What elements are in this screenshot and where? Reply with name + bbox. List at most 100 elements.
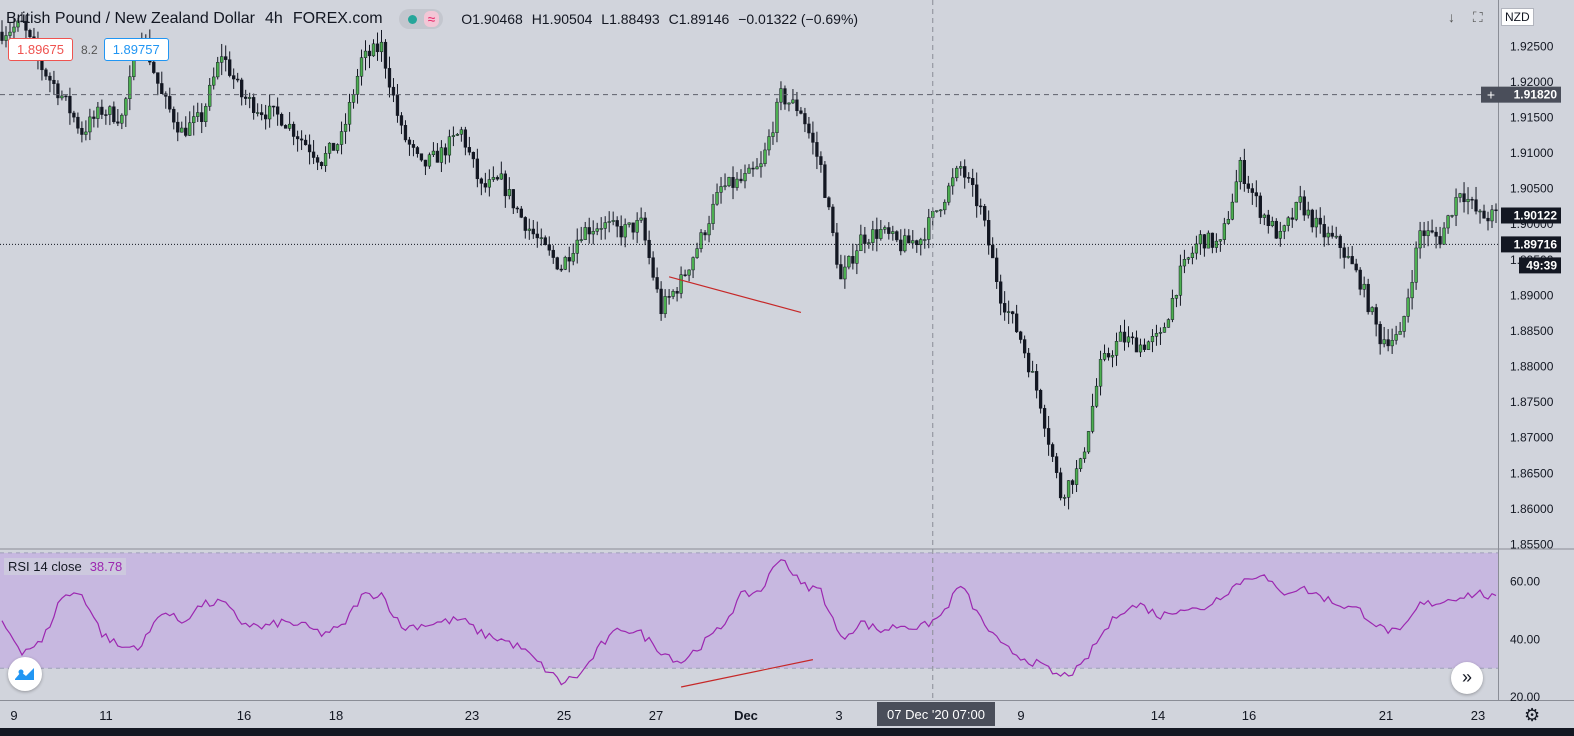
candle-body (128, 76, 132, 100)
candle-body (1426, 230, 1430, 237)
candle-body (567, 257, 571, 262)
candle-body (1242, 160, 1246, 184)
bid-price-label-bg (1501, 236, 1561, 253)
candle-body (539, 237, 543, 239)
tradingview-logo[interactable] (8, 657, 42, 691)
candle-body (591, 231, 595, 235)
candle-body (1386, 339, 1390, 347)
price-tick-label: 1.87000 (1510, 431, 1554, 445)
candle-body (1106, 353, 1111, 358)
candle-body (1446, 215, 1450, 229)
candle-body (991, 244, 995, 259)
candle-body (855, 250, 859, 264)
candle-body (699, 232, 703, 249)
countdown-bg (1519, 257, 1561, 274)
chart-header: British Pound / New Zealand Dollar 4h FO… (0, 8, 863, 30)
time-tick-label: 25 (557, 708, 571, 723)
candle-body (112, 106, 116, 123)
candle-body (1430, 230, 1434, 233)
candle-body (515, 207, 519, 210)
candle-body (267, 105, 272, 120)
candle-body (156, 72, 160, 84)
candle-body (1406, 297, 1410, 317)
symbol-title[interactable]: British Pound / New Zealand Dollar (6, 10, 256, 27)
candle-body (903, 235, 907, 252)
candle-body (216, 62, 220, 78)
settings-icon[interactable]: ⚙ (1524, 705, 1541, 725)
candle-body (1170, 298, 1175, 320)
currency-label[interactable]: NZD (1501, 8, 1534, 26)
candle-body (1286, 217, 1290, 226)
candle-body (1234, 181, 1238, 203)
candle-body (1130, 336, 1135, 339)
sell-button[interactable]: 1.89675 (8, 38, 73, 61)
candle-body (843, 266, 847, 280)
candle-body (599, 228, 603, 230)
candle-body (467, 147, 472, 153)
candle-body (1122, 331, 1127, 343)
screenshot-icon[interactable]: ⛶ (1472, 9, 1483, 25)
candle-body (1450, 215, 1454, 217)
time-tick-label: 23 (1471, 708, 1485, 723)
candle-body (759, 163, 763, 168)
price-tick-label: 1.91500 (1510, 110, 1554, 124)
buy-button[interactable]: 1.89757 (103, 38, 169, 61)
candle-body (523, 217, 527, 231)
candle-body (279, 114, 284, 126)
candle-body (104, 114, 108, 116)
candle-body (959, 166, 963, 169)
candle-body (0, 31, 4, 41)
candle-body (192, 116, 196, 124)
candle-body (295, 136, 300, 140)
candle-body (547, 244, 551, 251)
candle-body (839, 264, 843, 280)
price-tick-label: 1.89000 (1510, 288, 1554, 302)
candle-body (679, 274, 683, 294)
time-axis: 9 11 16 18 23 25 27 Dec 3 9 14 16 21 23 07 Dec '20 07:… (10, 702, 1485, 726)
candle-body (703, 232, 707, 236)
rsi-legend[interactable]: RSI 14 close 38.78 (4, 558, 127, 575)
candle-body (667, 296, 671, 298)
crosshair-price-label-bg (1481, 86, 1561, 103)
candle-body (731, 177, 735, 188)
candle-body (1098, 359, 1103, 387)
candle-body (60, 95, 64, 99)
candle-body (387, 68, 392, 88)
download-icon[interactable]: ↓ (1448, 9, 1455, 25)
candle-body (20, 20, 24, 23)
candle-body (299, 138, 304, 141)
candle-body (447, 136, 452, 156)
candle-body (1322, 224, 1326, 238)
candle-body (787, 102, 791, 105)
timeframe[interactable]: 4h (265, 10, 283, 27)
candle-body (799, 110, 803, 114)
candle-body (747, 167, 751, 174)
price-tick-label: 1.91000 (1510, 146, 1554, 160)
candle-body (831, 206, 835, 233)
scroll-to-realtime-button[interactable]: » (1451, 662, 1483, 694)
candle-body (487, 179, 491, 188)
candle-body (883, 227, 887, 230)
candle-body (1494, 209, 1498, 212)
candle-body (579, 239, 583, 241)
candle-body (1334, 235, 1338, 238)
candle-body (715, 192, 719, 205)
candle-body (375, 43, 380, 53)
candle-body (911, 240, 915, 244)
candle-body (1302, 196, 1306, 216)
candle-body (615, 220, 619, 227)
candle-body (815, 142, 819, 157)
candle-body (623, 224, 627, 238)
candle-body (275, 106, 280, 115)
status-pills[interactable]: ≈ (398, 9, 444, 29)
candle-body (1310, 209, 1314, 228)
candle-body (723, 185, 727, 188)
candle-body (1138, 344, 1143, 353)
spread-value: 8.2 (81, 42, 98, 57)
candle-body (483, 183, 488, 188)
candle-body (423, 159, 428, 167)
candle-body (116, 121, 120, 124)
candle-body (535, 233, 539, 239)
